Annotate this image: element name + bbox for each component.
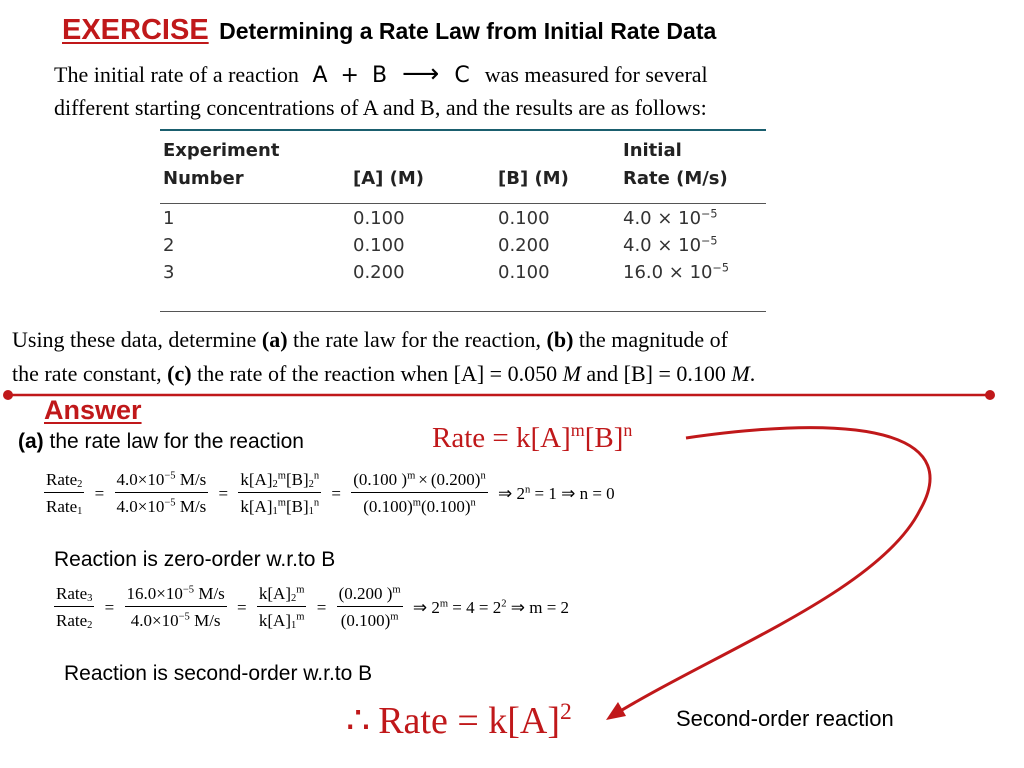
final-note: Second-order reaction: [676, 706, 894, 731]
general-rate-law: Rate = k[A]m[B]n: [432, 420, 633, 454]
intro-text-start: The initial rate of a reaction: [54, 62, 299, 87]
label-c: (c): [167, 361, 192, 386]
label-b: (b): [546, 327, 574, 352]
cell-b: 0.100: [498, 208, 550, 229]
equation-2: Rate3 Rate2 = 16.0×10−5 M/s 4.0×10−5 M/s…: [54, 584, 570, 632]
table-row: 1 0.100 0.100 4.0 × 10−5: [163, 205, 769, 232]
data-table-wrap: Experiment Number [A] (M) [B] (M) Initial…: [163, 137, 769, 286]
equation-1: Rate2 Rate1 = 4.0×10−5 M/s 4.0×10−5 M/s …: [44, 470, 615, 518]
product-c: C: [454, 63, 470, 88]
exercise-title: Determining a Rate Law from Initial Rate…: [219, 18, 717, 44]
plus-sign: +: [340, 63, 359, 88]
reactant-b: B: [371, 63, 388, 88]
eq1-result: ⇒ 2n = 1 ⇒ n = 0: [497, 483, 615, 503]
cell-b: 0.200: [498, 235, 550, 256]
header-experiment-number: Experiment Number: [163, 140, 280, 189]
cell-num: 1: [163, 208, 175, 229]
final-rate-law: ∴ Rate = k[A]2: [346, 698, 572, 742]
eq2-ratio: Rate3 Rate2: [54, 584, 95, 632]
table-header-row: Experiment Number [A] (M) [B] (M) Initial…: [163, 137, 769, 193]
eq1-rate-expr: k[A]2m[B]2n k[A]1m[B]1n: [238, 470, 322, 518]
divider-dot-left: [3, 390, 13, 400]
reaction-arrow: ⟶: [402, 59, 440, 89]
eq2-values: 16.0×10−5 M/s 4.0×10−5 M/s: [124, 584, 227, 630]
cell-num: 2: [163, 235, 175, 256]
arrow-head-icon: [606, 702, 626, 720]
cell-rate: 16.0 × 10−5: [623, 261, 729, 283]
header-initial-rate: Initial Rate (M/s): [623, 140, 728, 189]
eq1-ratio: Rate2 Rate1: [44, 470, 85, 518]
table-top-rule: [160, 129, 766, 131]
conclusion-zero-order: Reaction is zero-order w.r.to B: [54, 548, 336, 571]
eq1-concs: (0.100 )m × (0.200)n (0.100)m(0.100)n: [351, 470, 488, 516]
cell-a: 0.200: [353, 262, 405, 283]
intro-line-2: different starting concentrations of A a…: [54, 95, 707, 120]
eq2-rate-expr: k[A]2m k[A]1m: [256, 584, 307, 632]
cell-b: 0.100: [498, 262, 550, 283]
label-a: (a): [261, 327, 288, 352]
part-a-text: (a) the rate law for the reaction: [18, 430, 304, 453]
reaction-equation: A + B ⟶ C: [312, 60, 476, 88]
answer-heading: Answer: [44, 395, 142, 425]
data-table: Experiment Number [A] (M) [B] (M) Initial…: [163, 137, 769, 286]
cell-rate: 4.0 × 10−5: [623, 234, 718, 256]
cell-rate: 4.0 × 10−5: [623, 207, 718, 229]
question-line-2: the rate constant, (c) the rate of the r…: [12, 361, 756, 386]
exercise-label: EXERCISE: [62, 14, 209, 46]
cell-num: 3: [163, 262, 175, 283]
table-row: 3 0.200 0.100 16.0 × 10−5: [163, 259, 769, 286]
eq1-values: 4.0×10−5 M/s 4.0×10−5 M/s: [114, 470, 209, 516]
eq2-concs: (0.200 )m (0.100)m: [336, 584, 403, 630]
header-conc-b: [B] (M): [498, 168, 569, 189]
question-line-1: Using these data, determine (a) the rate…: [12, 327, 728, 352]
cell-a: 0.100: [353, 208, 405, 229]
slide-header: EXERCISE Determining a Rate Law from Ini…: [62, 14, 716, 54]
intro-line-1: The initial rate of a reaction A + B ⟶ C…: [54, 60, 708, 90]
divider-dot-right: [985, 390, 995, 400]
eq2-result: ⇒ 2m = 4 = 22 ⇒ m = 2: [412, 597, 570, 617]
divider-line: [3, 390, 995, 400]
table-bottom-rule: [160, 311, 766, 312]
table-header-rule: [160, 203, 766, 204]
conclusion-second-order: Reaction is second-order w.r.to B: [64, 662, 373, 685]
header-conc-a: [A] (M): [353, 168, 425, 189]
table-row: 2 0.100 0.200 4.0 × 10−5: [163, 232, 769, 259]
intro-text-end: was measured for several: [484, 62, 708, 87]
cell-a: 0.100: [353, 235, 405, 256]
reactant-a: A: [312, 63, 328, 88]
